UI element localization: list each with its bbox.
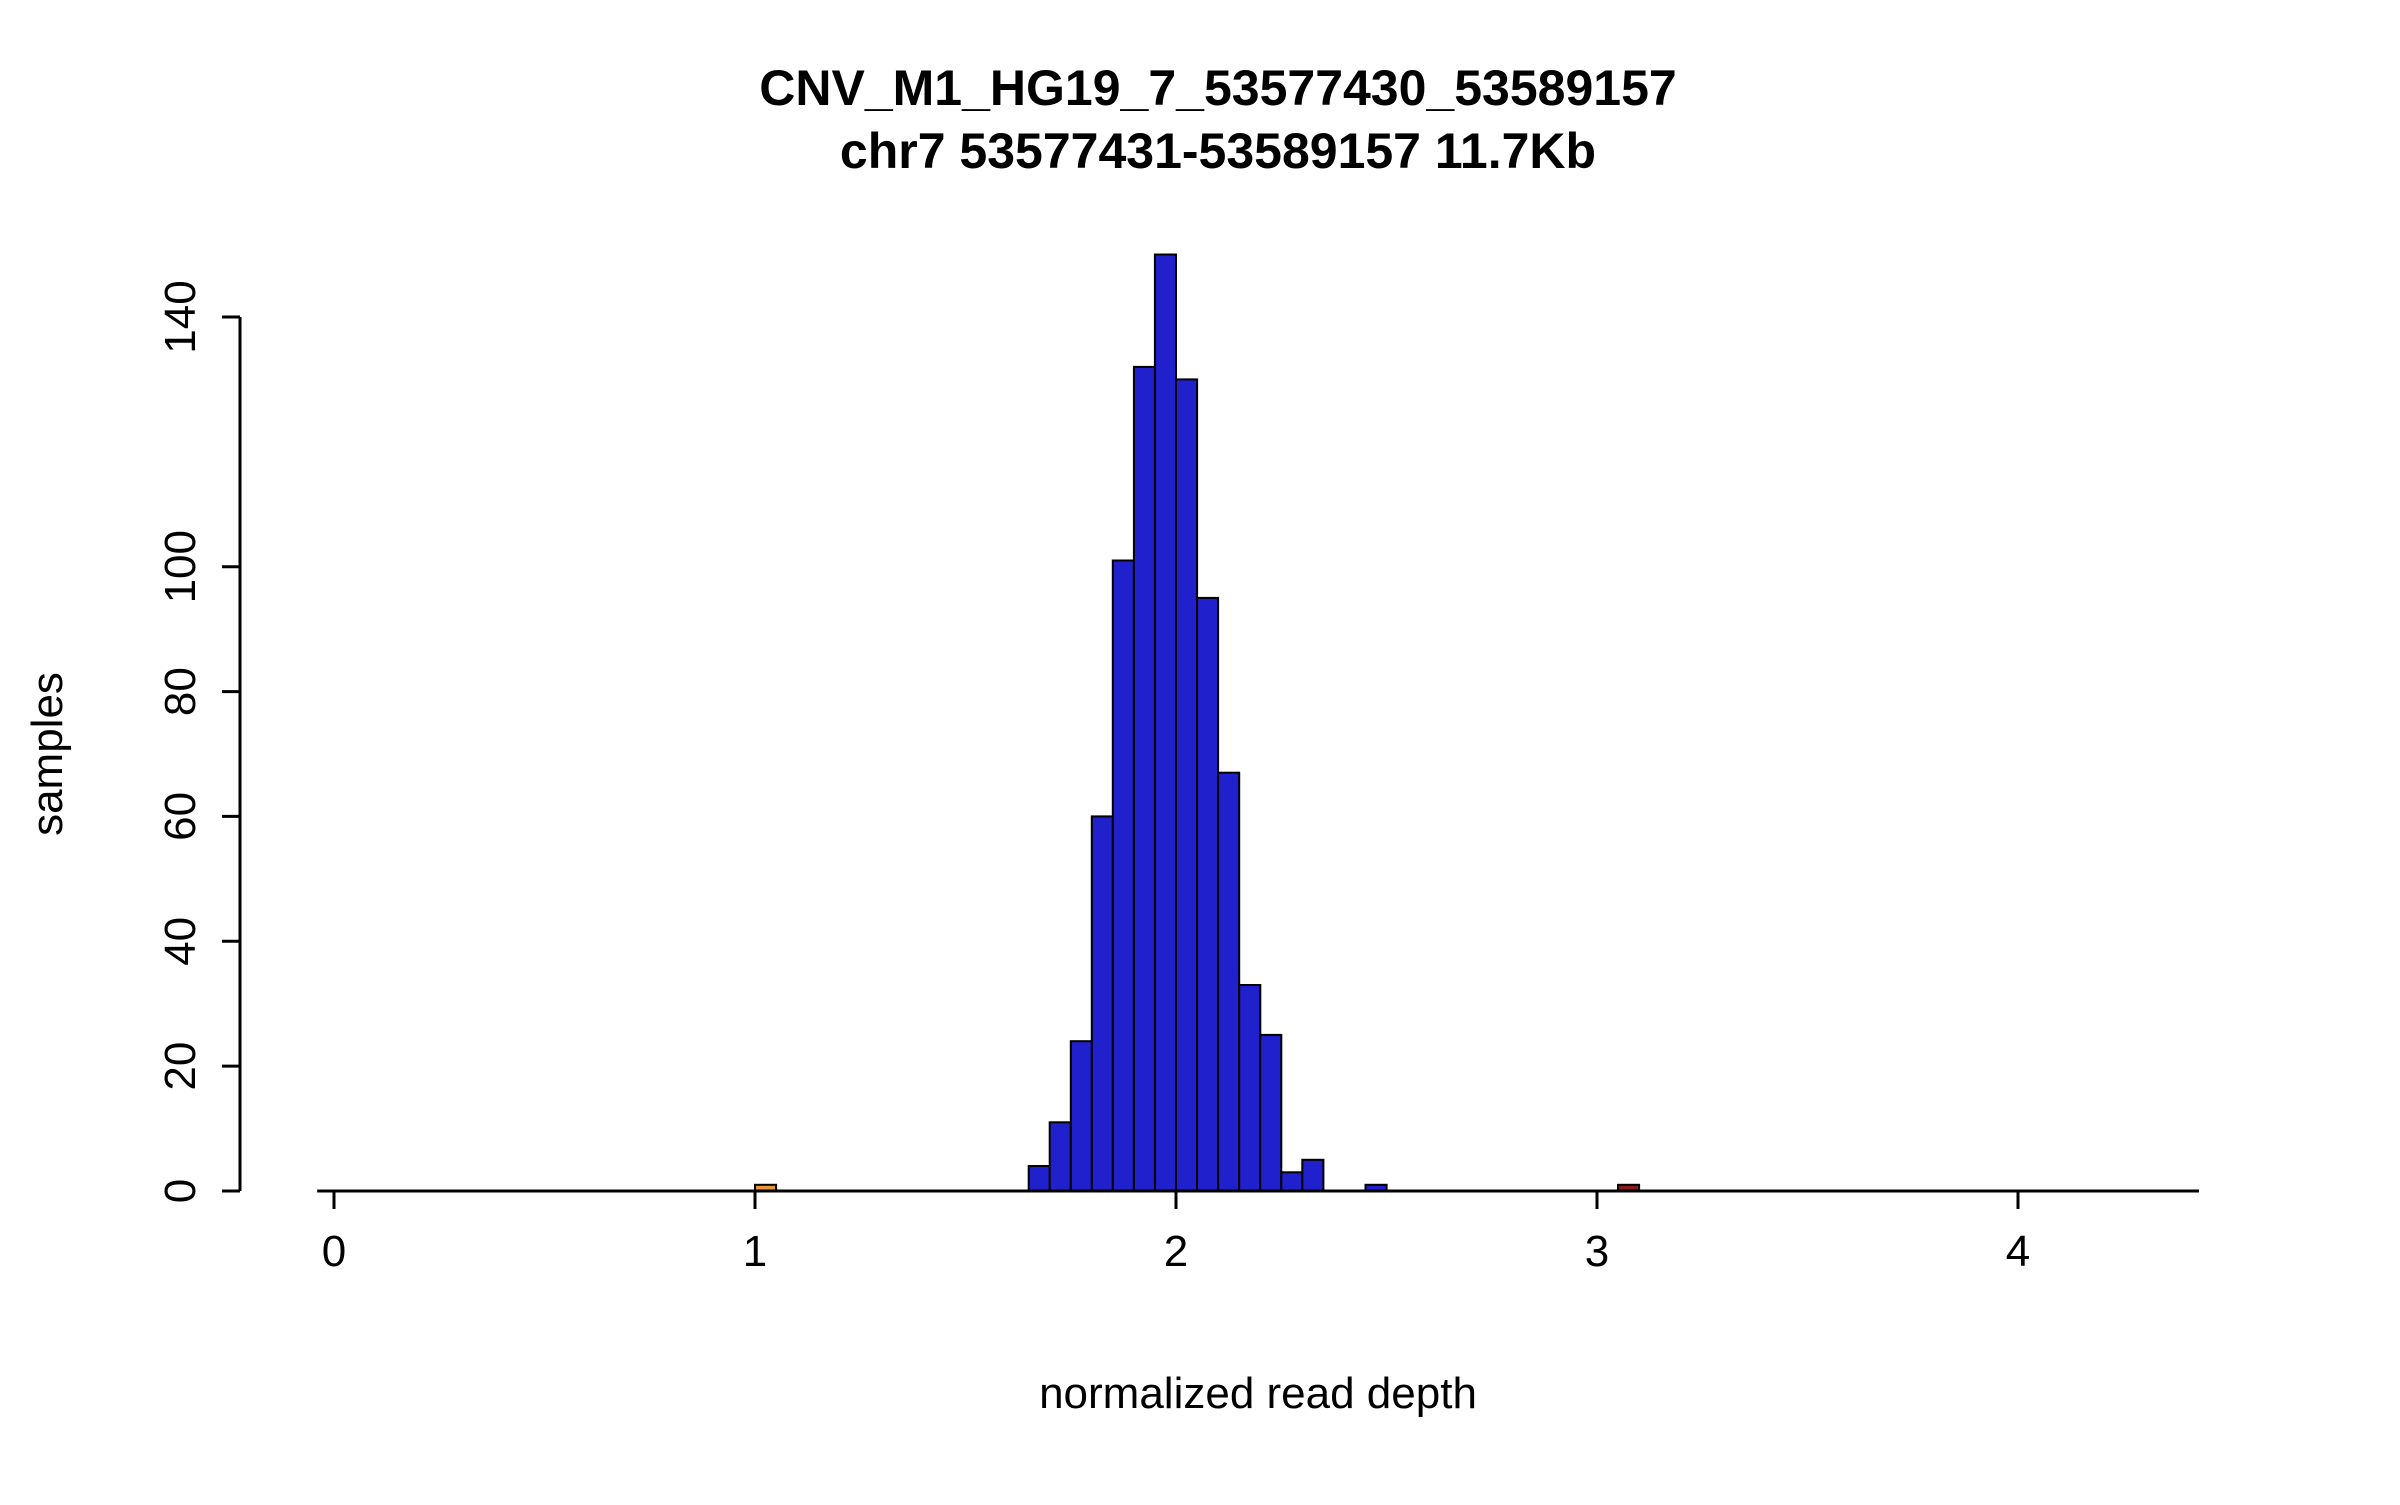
chart-subtitle: chr7 53577431-53589157 11.7Kb <box>840 123 1596 179</box>
x-tick-label: 4 <box>2006 1227 2030 1276</box>
histogram-bar <box>1111 559 1135 1192</box>
histogram-bar <box>1090 815 1114 1193</box>
histogram-bar <box>1217 771 1241 1192</box>
histogram-bar <box>1153 253 1178 1192</box>
y-tick-label: 60 <box>156 792 205 841</box>
x-tick-label: 1 <box>743 1227 767 1276</box>
histogram-bar <box>1069 1040 1093 1192</box>
y-tick-label: 0 <box>156 1179 205 1203</box>
x-tick-label: 0 <box>322 1227 346 1276</box>
y-tick-label: 40 <box>156 917 205 966</box>
x-axis: 0 1 2 3 4 <box>317 1189 2199 1276</box>
y-tick-label: 20 <box>156 1042 205 1091</box>
histogram-bar <box>1196 596 1220 1192</box>
y-axis: 0 20 40 60 80 100 140 <box>156 280 242 1203</box>
y-tick-label: 100 <box>156 530 205 603</box>
histogram-bar <box>1280 1171 1304 1193</box>
histogram-bar <box>1259 1033 1283 1193</box>
histogram-bar <box>1132 365 1157 1192</box>
histogram-bars <box>754 253 1641 1193</box>
x-tick-label: 3 <box>1585 1227 1609 1276</box>
y-axis-label: samples <box>23 672 72 836</box>
chart-title: CNV_M1_HG19_7_53577430_53589157 <box>759 60 1676 116</box>
y-tick-label: 80 <box>156 667 205 716</box>
y-tick-label: 140 <box>156 280 205 353</box>
histogram-bar <box>1238 984 1262 1192</box>
histogram-bar <box>1048 1121 1072 1193</box>
histogram-bar <box>1027 1165 1051 1192</box>
histogram-bar <box>1301 1158 1325 1193</box>
x-tick-label: 2 <box>1164 1227 1188 1276</box>
x-axis-label: normalized read depth <box>1039 1369 1477 1418</box>
histogram-bar <box>1175 378 1199 1192</box>
